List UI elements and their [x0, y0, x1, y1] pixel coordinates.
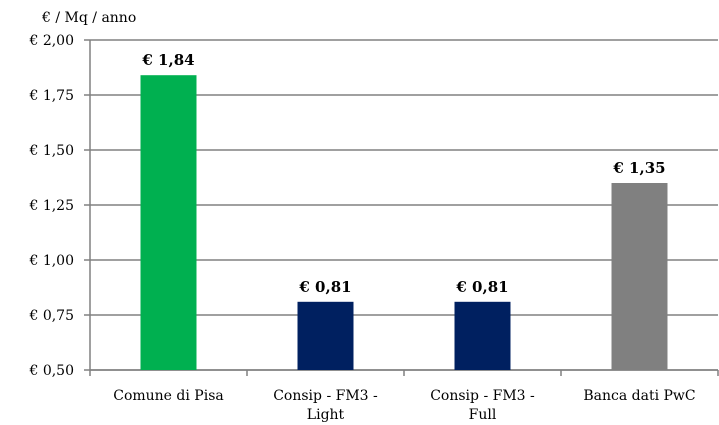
bar — [140, 75, 197, 370]
y-tick-label: € 1,75 — [28, 88, 74, 104]
x-category-label: Consip - FM3 -Full — [430, 388, 535, 423]
bar — [611, 183, 668, 370]
y-tick-label: € 1,00 — [28, 253, 74, 269]
y-axis-unit-label: € / Mq / anno — [42, 10, 137, 26]
bar-value-label: € 1,35 — [612, 159, 665, 177]
y-tick-label: € 2,00 — [28, 33, 74, 49]
y-tick-label: € 0,75 — [28, 308, 74, 324]
x-category-label: Banca dati PwC — [583, 388, 695, 404]
bar — [454, 301, 511, 370]
bar-value-label: € 0,81 — [455, 278, 508, 296]
bar-value-label: € 0,81 — [298, 278, 351, 296]
y-tick-label: € 0,50 — [28, 363, 74, 379]
bar-value-label: € 1,84 — [141, 51, 194, 69]
y-tick-label: € 1,25 — [28, 198, 74, 214]
x-category-label: Comune di Pisa — [113, 388, 224, 404]
x-category-label: Consip - FM3 -Light — [273, 388, 378, 423]
bar — [297, 301, 354, 370]
y-tick-label: € 1,50 — [28, 143, 74, 159]
